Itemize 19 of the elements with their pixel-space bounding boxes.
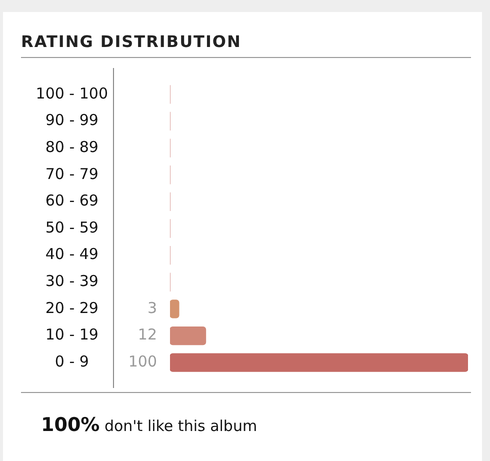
chart-title: RATING DISTRIBUTION — [21, 32, 242, 51]
text: 100% don't like this album — [41, 414, 258, 436]
y-tick-label: 80 - 89 — [45, 138, 98, 156]
data-label: 3 — [147, 298, 157, 317]
y-tick-label: 90 - 99 — [45, 111, 98, 130]
bar — [170, 353, 468, 372]
y-tick-label: 70 - 79 — [45, 164, 98, 183]
y-tick-label: 30 - 39 — [45, 272, 98, 290]
bar — [170, 300, 180, 318]
bar — [170, 326, 206, 346]
y-tick-label: 10 - 19 — [45, 326, 98, 344]
data-label: 100 — [128, 352, 157, 370]
y-tick-label: 40 - 49 — [45, 245, 98, 264]
y-tick-label: 100 - 100 — [36, 84, 108, 102]
y-tick-label: 20 - 29 — [45, 298, 98, 317]
y-tick-label: 60 - 69 — [45, 192, 98, 210]
y-tick-label: 50 - 59 — [45, 218, 98, 236]
y-tick-label: 0 - 9 — [54, 352, 89, 370]
data-label: 12 — [138, 326, 157, 344]
